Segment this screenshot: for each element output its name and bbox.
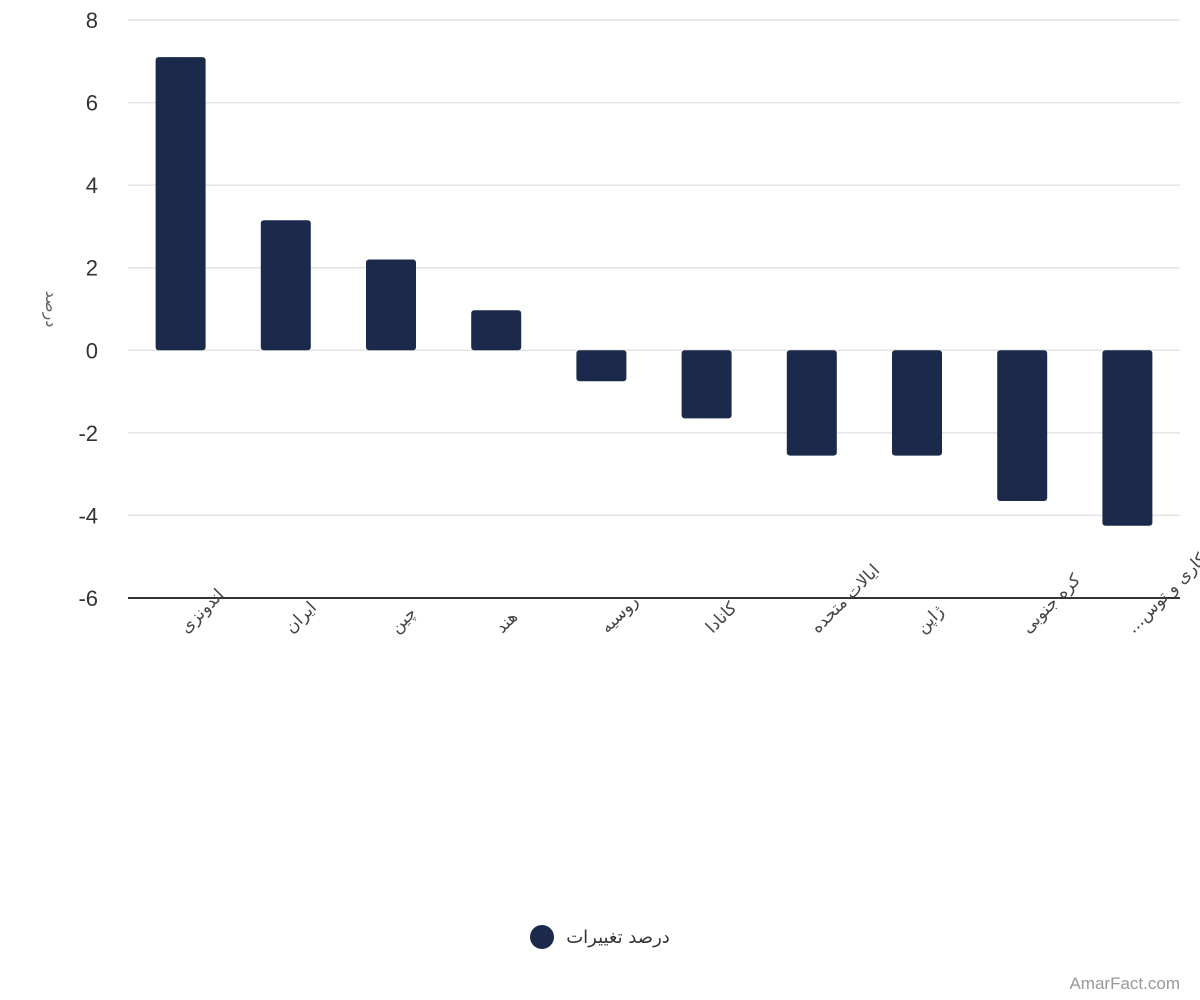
x-tick-label: ژاپن xyxy=(912,602,948,638)
bar[interactable] xyxy=(155,57,206,351)
y-tick-label: 0 xyxy=(86,338,98,363)
bar[interactable] xyxy=(576,350,627,382)
bar[interactable] xyxy=(892,350,942,456)
y-tick-label: 8 xyxy=(86,8,98,33)
x-tick-label: ایالات متحده xyxy=(807,561,884,638)
y-tick-label: -4 xyxy=(78,503,98,528)
y-tick-label: 2 xyxy=(86,256,98,281)
bars xyxy=(155,57,1153,526)
x-tick-label: کره جنوبی xyxy=(1018,570,1086,638)
watermark: AmarFact.com xyxy=(1069,974,1180,993)
bar[interactable] xyxy=(786,350,837,456)
legend-label: درصد تغییرات xyxy=(566,926,670,948)
bar[interactable] xyxy=(260,220,311,351)
y-axis-ticks: 8 6 4 2 0 -2 -4 -6 xyxy=(78,8,98,611)
bar[interactable] xyxy=(997,350,1048,501)
y-tick-label: -6 xyxy=(78,586,98,611)
y-tick-label: -2 xyxy=(78,421,98,446)
x-tick-label: کانادا xyxy=(702,598,742,638)
bar[interactable] xyxy=(1102,350,1153,526)
x-tick-label: ایران xyxy=(281,598,321,638)
legend-item[interactable]: درصد تغییرات xyxy=(530,925,670,949)
y-axis-title: درصد xyxy=(41,291,61,328)
legend: درصد تغییرات xyxy=(0,925,1200,953)
bar[interactable] xyxy=(681,350,732,419)
bar[interactable] xyxy=(366,259,416,351)
x-tick-label: هند xyxy=(492,607,522,637)
bar[interactable] xyxy=(471,310,522,351)
x-tick-label: چین xyxy=(386,603,420,637)
x-tick-label: اندونزی xyxy=(176,585,228,637)
y-tick-label: 6 xyxy=(86,91,98,116)
legend-dot-icon xyxy=(530,925,555,949)
y-tick-label: 4 xyxy=(86,173,98,198)
